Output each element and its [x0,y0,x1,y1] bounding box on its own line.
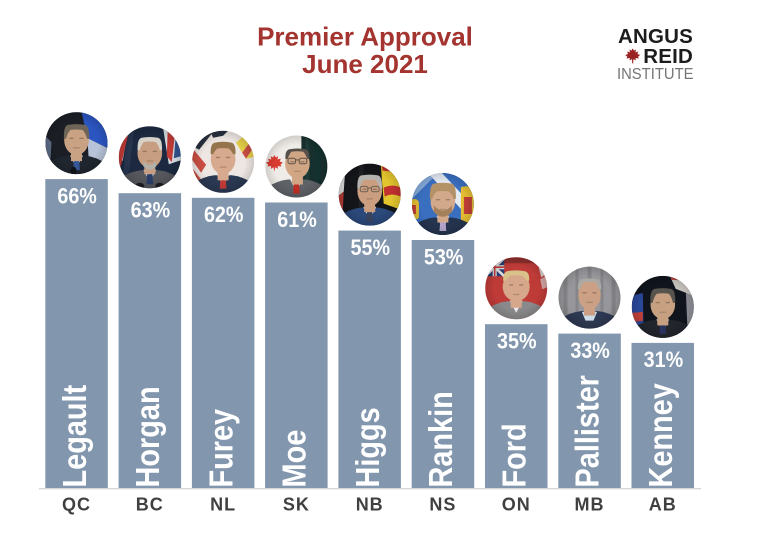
svg-text:Moe: Moe [276,430,313,488]
svg-text:62%: 62% [204,202,244,227]
svg-text:35%: 35% [497,329,537,354]
svg-text:June 2021: June 2021 [302,49,428,79]
svg-text:NS: NS [429,495,456,515]
svg-text:Kenney: Kenney [642,383,679,488]
svg-text:BC: BC [136,495,164,515]
svg-text:ANGUS: ANGUS [618,25,693,48]
svg-text:Rankin: Rankin [422,391,459,487]
svg-text:INSTITUTE: INSTITUTE [617,66,694,83]
svg-text:Horgan: Horgan [129,386,166,487]
svg-text:31%: 31% [644,347,684,372]
svg-text:53%: 53% [424,244,464,269]
svg-text:MB: MB [575,495,605,515]
svg-text:QC: QC [62,495,91,515]
svg-text:AB: AB [649,495,677,515]
svg-text:55%: 55% [351,235,391,260]
svg-text:Pallister: Pallister [569,375,606,488]
svg-text:33%: 33% [570,338,610,363]
svg-text:NL: NL [210,495,236,515]
svg-text:Premier Approval: Premier Approval [257,22,473,52]
svg-text:Ford: Ford [495,423,532,487]
svg-text:61%: 61% [277,207,317,232]
svg-text:Higgs: Higgs [349,407,386,487]
svg-text:REID: REID [643,45,693,68]
svg-text:63%: 63% [131,198,171,223]
svg-text:SK: SK [283,495,310,515]
svg-text:NB: NB [356,495,384,515]
svg-text:ON: ON [502,495,531,515]
svg-text:Furey: Furey [202,408,239,487]
svg-text:Legault: Legault [56,385,93,488]
svg-text:66%: 66% [57,183,97,208]
